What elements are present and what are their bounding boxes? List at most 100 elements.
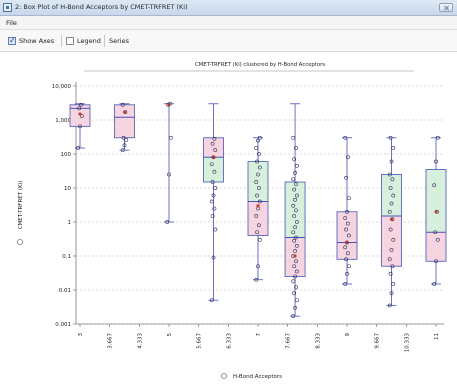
data-point — [294, 182, 298, 187]
legend-toggle[interactable]: Legend — [66, 36, 101, 46]
data-point — [294, 220, 299, 224]
series-label: Series — [109, 37, 129, 45]
box-body — [336, 211, 358, 260]
y-tick-label: 100 — [61, 152, 72, 158]
data-point — [390, 177, 395, 182]
data-point — [213, 148, 218, 153]
data-point — [345, 209, 349, 214]
data-point — [387, 209, 392, 214]
data-point — [78, 124, 82, 129]
data-point — [291, 230, 296, 235]
data-point — [344, 175, 349, 180]
data-point — [254, 180, 259, 184]
box-lower-half — [426, 232, 446, 262]
data-point — [432, 183, 437, 188]
data-point — [212, 169, 217, 174]
data-point — [79, 114, 84, 119]
data-point — [257, 165, 262, 170]
box-mean-marker — [293, 254, 297, 258]
x-tick-label: 6.333 — [226, 333, 232, 349]
box-body — [247, 161, 269, 236]
data-point — [256, 223, 261, 228]
box-upper-half — [337, 211, 357, 243]
data-point — [168, 135, 173, 140]
data-point — [294, 163, 299, 168]
app-icon — [3, 3, 12, 12]
data-point — [254, 214, 259, 218]
data-point — [391, 146, 396, 150]
box-mean-marker — [167, 103, 171, 107]
data-point — [389, 291, 394, 296]
data-point — [390, 264, 395, 269]
close-icon[interactable] — [439, 3, 453, 12]
data-point — [167, 172, 171, 177]
data-point — [391, 193, 396, 198]
data-point — [345, 155, 350, 160]
data-point — [343, 245, 348, 250]
x-tick-label: 9.667 — [375, 333, 381, 349]
data-point — [211, 255, 216, 260]
data-point — [292, 187, 297, 192]
toolbar-separator — [61, 35, 62, 47]
data-point — [255, 230, 260, 235]
data-point — [212, 136, 217, 141]
box-mean-marker — [345, 240, 349, 245]
x-axis-selector-icon — [221, 373, 227, 379]
data-point — [387, 303, 392, 308]
data-point — [213, 186, 218, 190]
plot-panel: CMET-TRFRET (Ki) clustered by H-Bond Acc… — [4, 54, 457, 389]
data-point — [255, 159, 260, 164]
data-point — [211, 193, 216, 198]
box-lower-half — [203, 157, 224, 183]
data-point — [255, 193, 260, 198]
data-point — [256, 172, 260, 177]
data-point — [254, 277, 259, 282]
data-point — [291, 177, 296, 182]
box-mean-marker — [122, 110, 127, 114]
show-axes-checkbox[interactable] — [8, 36, 16, 45]
data-point — [256, 264, 260, 269]
series-button[interactable]: Series — [109, 36, 129, 46]
toolbar-separator — [104, 35, 105, 47]
menu-file[interactable]: File — [6, 19, 17, 27]
box-mean-marker — [434, 210, 438, 214]
data-point — [291, 203, 296, 208]
x-tick-label: 7 — [256, 333, 262, 337]
box-upper-half — [426, 169, 446, 233]
legend-checkbox[interactable] — [66, 37, 74, 45]
data-point — [343, 282, 348, 286]
data-point — [294, 285, 298, 290]
data-point — [435, 135, 440, 140]
show-axes-toggle[interactable]: Show Axes — [8, 36, 54, 46]
data-point — [343, 135, 348, 140]
x-tick-label: 11 — [434, 333, 440, 340]
y-tick-label: 10 — [64, 186, 71, 192]
window-title: 2: Box Plot of H-Bond Acceptors by CMET-… — [15, 3, 188, 11]
data-point — [210, 214, 215, 218]
box-upper-half — [203, 137, 224, 158]
data-point — [346, 196, 351, 201]
box-body — [69, 104, 91, 127]
data-point — [122, 143, 127, 148]
y-tick-label: 1 — [68, 220, 72, 226]
data-point — [389, 201, 394, 206]
data-point — [294, 259, 298, 264]
data-point — [292, 291, 297, 296]
data-point — [434, 159, 438, 164]
data-point — [254, 146, 259, 150]
box-upper-half — [70, 104, 90, 109]
data-point — [345, 251, 350, 256]
data-point — [292, 238, 297, 243]
box-plot-chart[interactable]: CMET-TRFRET (Ki) clustered by H-Bond Acc… — [4, 54, 457, 389]
data-point — [257, 135, 262, 140]
data-point — [293, 249, 297, 253]
box-body — [425, 169, 447, 262]
x-tick-label: 5 — [167, 333, 173, 337]
data-point — [213, 227, 218, 232]
data-point — [257, 237, 262, 242]
data-point — [294, 298, 299, 303]
menu-bar: File — [0, 16, 457, 30]
data-point — [291, 314, 296, 319]
data-point — [120, 102, 125, 107]
